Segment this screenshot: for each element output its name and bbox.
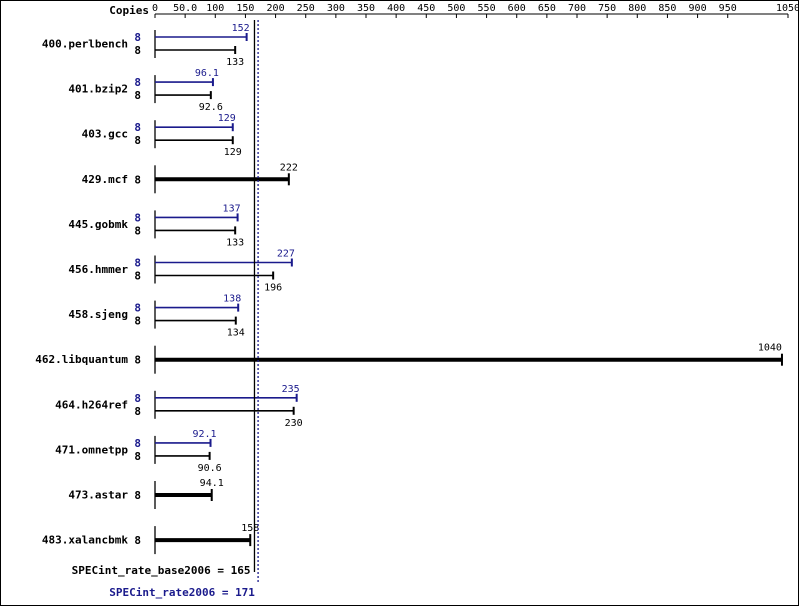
data-label: 222 bbox=[280, 162, 298, 173]
copies-base: 8 bbox=[134, 134, 141, 147]
benchmark-label: 473.astar bbox=[68, 489, 128, 502]
copies-peak: 8 bbox=[134, 31, 141, 44]
data-label-peak: 92.1 bbox=[192, 429, 216, 440]
benchmark-label: 471.omnetpp bbox=[55, 443, 128, 456]
copies-peak: 8 bbox=[134, 76, 141, 89]
copies-peak: 8 bbox=[134, 121, 141, 134]
base-metric-label: SPECint_rate_base2006 = 165 bbox=[72, 564, 251, 577]
benchmark-label: 458.sjeng bbox=[68, 308, 128, 321]
data-label-peak: 129 bbox=[218, 113, 236, 124]
x-tick-label: 100 bbox=[206, 3, 224, 14]
x-tick-label: 450 bbox=[417, 3, 435, 14]
data-label-peak: 137 bbox=[223, 203, 241, 214]
copies-header: Copies bbox=[109, 4, 149, 17]
x-tick-label: 150 bbox=[236, 3, 254, 14]
x-tick-label: 650 bbox=[538, 3, 556, 14]
copies-value: 8 bbox=[134, 173, 141, 186]
benchmark-label: 429.mcf bbox=[82, 173, 128, 186]
x-tick-label: 400 bbox=[387, 3, 405, 14]
benchmark-label: 456.hmmer bbox=[68, 263, 128, 276]
data-label-peak: 96.1 bbox=[195, 68, 219, 79]
x-tick-label: 850 bbox=[658, 3, 676, 14]
data-label-base: 129 bbox=[224, 147, 242, 158]
data-label: 94.1 bbox=[200, 478, 224, 489]
copies-base: 8 bbox=[134, 89, 141, 102]
x-tick-label: 750 bbox=[598, 3, 616, 14]
copies-peak: 8 bbox=[134, 437, 141, 450]
copies-peak: 8 bbox=[134, 257, 141, 270]
x-tick-label: 700 bbox=[568, 3, 586, 14]
x-tick-label: 50.0 bbox=[173, 3, 197, 14]
data-label-peak: 138 bbox=[223, 294, 241, 305]
copies-peak: 8 bbox=[134, 392, 141, 405]
data-label: 158 bbox=[241, 523, 259, 534]
data-label-peak: 152 bbox=[232, 23, 250, 34]
x-tick-label: 0 bbox=[152, 3, 158, 14]
data-label-base: 134 bbox=[227, 328, 245, 339]
x-tick-label: 600 bbox=[508, 3, 526, 14]
copies-base: 8 bbox=[134, 44, 141, 57]
data-label-base: 90.6 bbox=[198, 463, 222, 474]
benchmark-label: 464.h264ref bbox=[55, 398, 128, 411]
copies-base: 8 bbox=[134, 224, 141, 237]
x-tick-label: 950 bbox=[719, 3, 737, 14]
copies-base: 8 bbox=[134, 315, 141, 328]
x-tick-label: 500 bbox=[447, 3, 465, 14]
data-label-peak: 235 bbox=[282, 384, 300, 395]
benchmark-label: 483.xalancbmk bbox=[42, 534, 128, 547]
data-label-peak: 227 bbox=[277, 249, 295, 260]
x-tick-label: 300 bbox=[327, 3, 345, 14]
copies-value: 8 bbox=[134, 354, 141, 367]
x-tick-label: 550 bbox=[478, 3, 496, 14]
peak-metric-label: SPECint_rate2006 = 171 bbox=[109, 586, 255, 599]
data-label-base: 92.6 bbox=[199, 102, 223, 113]
benchmark-label: 403.gcc bbox=[82, 128, 128, 141]
benchmark-label: 401.bzip2 bbox=[68, 83, 128, 96]
copies-value: 8 bbox=[134, 489, 141, 502]
copies-base: 8 bbox=[134, 270, 141, 283]
benchmark-label: 400.perlbench bbox=[42, 38, 128, 51]
x-tick-label: 800 bbox=[628, 3, 646, 14]
x-tick-label: 900 bbox=[689, 3, 707, 14]
data-label-base: 133 bbox=[226, 237, 244, 248]
copies-base: 8 bbox=[134, 450, 141, 463]
data-label-base: 230 bbox=[285, 418, 303, 429]
x-tick-label: 1050 bbox=[776, 3, 799, 14]
x-tick-label: 250 bbox=[297, 3, 315, 14]
data-label-base: 196 bbox=[264, 283, 282, 294]
x-tick-label: 200 bbox=[267, 3, 285, 14]
copies-peak: 8 bbox=[134, 302, 141, 315]
copies-value: 8 bbox=[134, 534, 141, 547]
copies-base: 8 bbox=[134, 405, 141, 418]
x-tick-label: 350 bbox=[357, 3, 375, 14]
copies-peak: 8 bbox=[134, 211, 141, 224]
benchmark-label: 462.libquantum bbox=[35, 353, 128, 366]
benchmark-label: 445.gobmk bbox=[68, 218, 128, 231]
data-label-base: 133 bbox=[226, 57, 244, 68]
data-label: 1040 bbox=[758, 343, 782, 354]
